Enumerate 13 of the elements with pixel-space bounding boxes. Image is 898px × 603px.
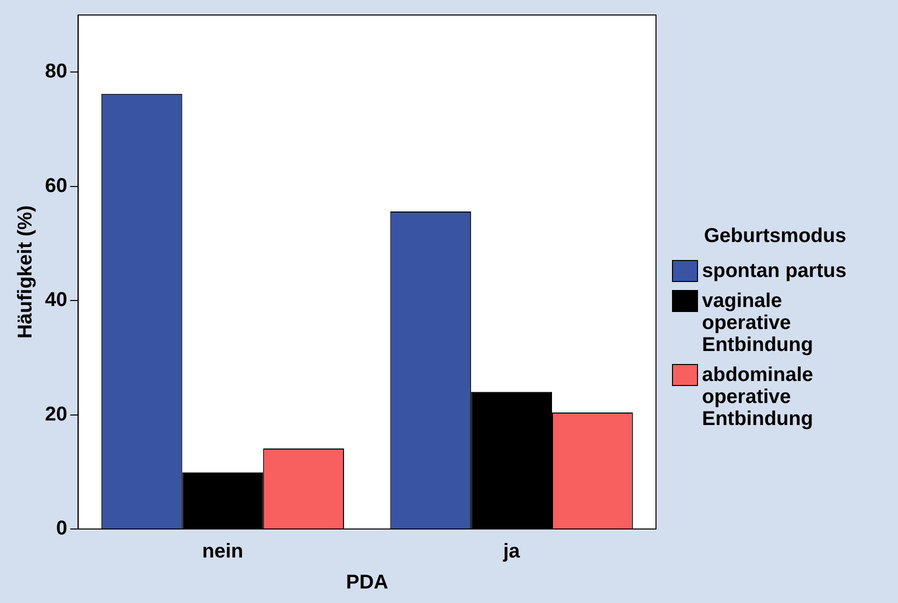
legend-label: vaginale operative Entbindung (702, 290, 814, 356)
y-tick-label: 60 (44, 174, 68, 197)
y-axis-title: Häufigkeit (%) (14, 205, 37, 339)
x-tick-label: ja (502, 540, 521, 563)
y-tick-label: 0 (56, 518, 68, 540)
y-tick-label: 40 (44, 289, 68, 312)
y-tick-label: 80 (44, 60, 68, 83)
x-tick-label: nein (202, 540, 244, 563)
legend-title: Geburtsmodus (704, 225, 848, 248)
legend-label: spontan partus (702, 260, 848, 282)
legend-label: abdominale operative Entbindung (702, 364, 814, 430)
x-axis-title: PDA (346, 572, 388, 594)
y-tick-label: 20 (44, 403, 68, 426)
